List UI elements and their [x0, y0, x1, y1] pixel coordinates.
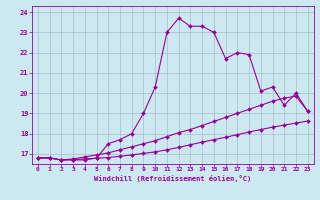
X-axis label: Windchill (Refroidissement éolien,°C): Windchill (Refroidissement éolien,°C) [94, 175, 252, 182]
